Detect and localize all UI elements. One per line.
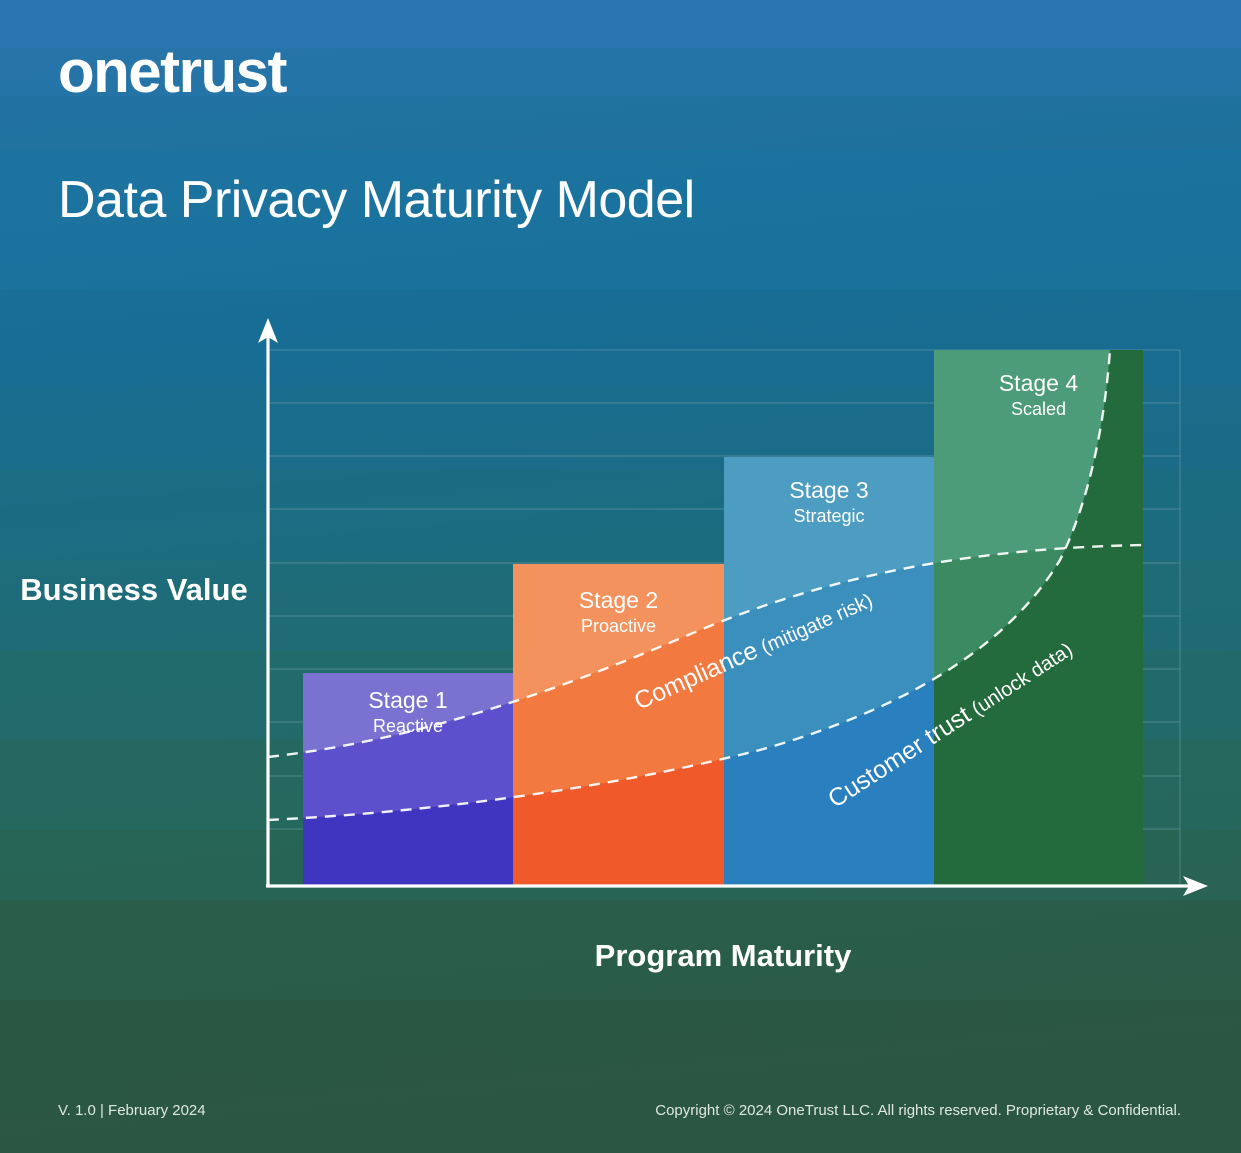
stage-1-sub: Reactive	[372, 715, 444, 736]
page-title: Data Privacy Maturity Model	[58, 171, 695, 229]
stage-2-label: Stage 2 Proactive	[513, 586, 724, 638]
stage-4-name: Stage 4	[998, 370, 1079, 396]
stage-3-sub: Strategic	[793, 505, 865, 526]
bar-stage-1	[303, 673, 513, 886]
bar-stage-4	[934, 350, 1143, 886]
version-text: V. 1.0 | February 2024	[58, 1102, 206, 1119]
stage-4-sub: Scaled	[1010, 398, 1067, 419]
copyright-text: Copyright © 2024 OneTrust LLC. All right…	[655, 1102, 1181, 1119]
onetrust-logo: onetrust	[58, 38, 288, 105]
axes	[258, 318, 1208, 896]
bar-stage-2	[513, 564, 724, 886]
x-axis-label: Program Maturity	[594, 938, 852, 973]
stage-2-sub: Proactive	[580, 615, 657, 636]
stage-3-label: Stage 3 Strategic	[724, 476, 934, 528]
stage-4-label: Stage 4 Scaled	[934, 369, 1143, 421]
y-axis-label: Business Value	[20, 572, 248, 607]
customer-trust-curve	[267, 349, 1112, 822]
stage-1-name: Stage 1	[368, 687, 448, 713]
stage-2-name: Stage 2	[578, 587, 659, 613]
stage-1-label: Stage 1 Reactive	[303, 686, 513, 738]
bar-stage-3	[724, 457, 934, 886]
stage-3-name: Stage 3	[789, 477, 869, 503]
